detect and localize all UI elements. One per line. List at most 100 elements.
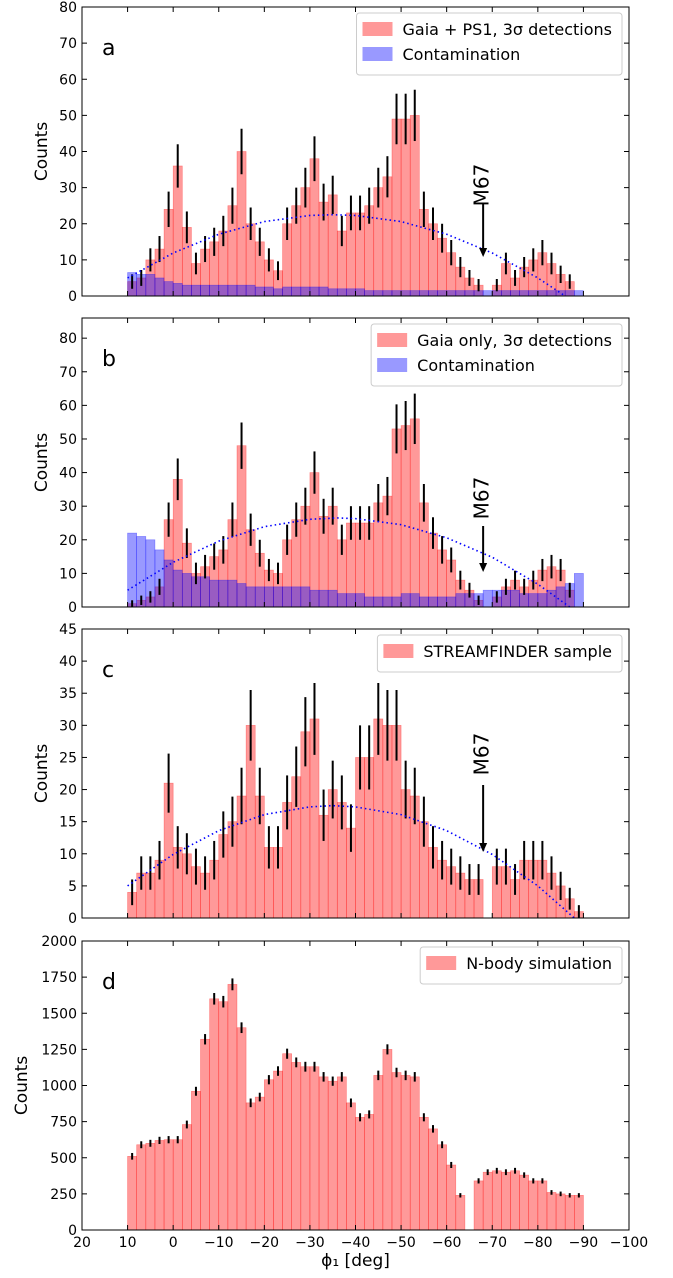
bar [464,290,475,297]
bar [291,1062,302,1231]
y-tick-label: 40 [59,466,77,482]
annotation-arrowhead [479,843,488,852]
bar [537,593,548,608]
y-tick-label: 40 [59,145,77,161]
bar [491,1170,502,1231]
legend: STREAMFINDER sample [376,634,623,673]
legend-swatch [377,358,408,372]
bar [419,1116,429,1231]
bar [172,569,183,608]
y-tick-label: 70 [59,36,77,52]
panel-label: c [102,658,114,683]
bar [373,596,384,608]
y-axis-label: Counts [32,744,52,803]
bar [327,589,338,608]
bar [391,290,402,297]
bar [264,286,274,297]
y-axis-label: Counts [32,433,52,492]
bar [519,290,530,297]
bar [528,290,539,297]
bar [437,290,447,297]
bar [282,586,292,608]
bar [154,1140,165,1231]
bar [127,1156,138,1231]
x-tick-label: 10 [119,1235,137,1251]
x-tick-label: 20 [73,1235,91,1251]
bar [455,593,466,608]
bar [309,286,320,297]
bar [254,1096,265,1231]
bar [254,586,265,608]
bar [391,1072,402,1231]
bar [409,1076,420,1231]
y-tick-label: 0 [68,911,77,927]
plot-frame [81,317,630,608]
y-axis-label: Counts [32,122,52,181]
y-tick-label: 10 [59,566,77,582]
bar [437,596,447,608]
legend-label: Contamination [417,356,535,375]
bar [327,1080,338,1231]
legend-box [419,946,623,985]
bar [282,286,292,297]
bar [181,284,192,297]
bar [400,118,411,297]
bar [446,290,457,297]
y-tick-label: 50 [59,108,77,124]
bar [172,283,183,297]
y-tick-label: 10 [59,847,77,863]
bar [218,284,229,297]
bar [236,1027,247,1231]
bar [346,1102,356,1231]
bar [446,1164,457,1231]
legend-box [356,12,623,76]
x-tick-label: 0 [169,1235,178,1251]
y-axis-label: Counts [12,1056,32,1115]
bar [191,284,201,297]
bar [264,586,274,608]
y-tick-label: 500 [50,1151,77,1167]
y-tick-label: 35 [59,686,77,702]
bar [227,579,238,608]
bar [400,593,411,608]
y-tick-label: 80 [59,331,77,347]
bar [528,1180,539,1231]
bar [428,596,438,608]
bar [309,1066,320,1231]
bar [555,586,566,608]
bar [254,286,265,297]
y-tick-label: 40 [59,654,77,670]
y-tick-label: 1500 [41,1006,77,1022]
bar [546,1192,557,1231]
legend-label: N-body simulation [466,954,612,973]
legend-label: Gaia + PS1, 3σ detections [403,20,613,39]
legend-label: STREAMFINDER sample [423,642,612,661]
y-tick-label: 45 [59,622,77,638]
x-tick-label: −20 [250,1235,280,1251]
bar [510,589,520,608]
bar [409,115,420,297]
bar [419,290,429,297]
y-tick-label: 20 [59,533,77,549]
bar [264,1079,274,1231]
bar [537,1180,548,1231]
x-tick-label: −60 [432,1235,462,1251]
bar [336,1076,347,1231]
y-tick-label: 50 [59,432,77,448]
y-tick-label: 2000 [41,934,77,950]
bar [236,445,247,608]
legend-label: Contamination [403,45,521,64]
y-tick-label: 1250 [41,1042,77,1058]
annotation-arrowhead [479,563,488,572]
bar [172,1139,183,1231]
bar [400,1075,411,1231]
bar [291,586,302,608]
x-tick-label: −40 [341,1235,371,1251]
bar [491,290,502,297]
bar [200,284,210,297]
x-tick-label: −70 [477,1235,507,1251]
legend: Gaia + PS1, 3σ detections Contamination [356,12,623,76]
bar [428,1128,438,1231]
bar [163,281,174,297]
